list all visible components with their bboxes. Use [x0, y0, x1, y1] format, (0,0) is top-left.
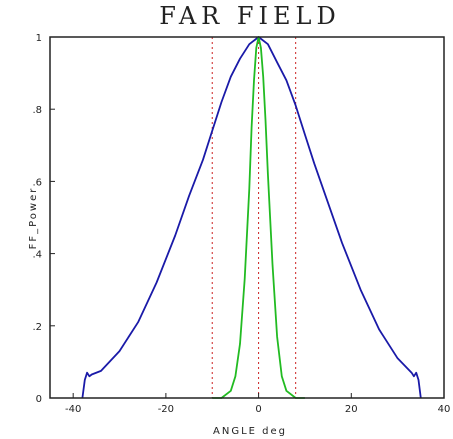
y-tick-label: 0: [36, 394, 42, 405]
chart-title: FAR FIELD: [159, 2, 341, 30]
x-tick-label: -20: [158, 404, 174, 415]
y-axis-label: FF_Power: [28, 187, 39, 250]
plot-lines: [81, 36, 422, 399]
x-tick-label: 0: [255, 404, 261, 415]
y-tick-label: 1: [36, 33, 42, 44]
x-tick-label: -40: [65, 404, 81, 415]
y-tick-label: .4: [32, 250, 42, 261]
axes: -40 -20 0 20 40 0 .2 .4 .6 .8 1: [32, 33, 450, 415]
x-tick-label: 40: [438, 404, 451, 415]
x-tick-label: 20: [345, 404, 358, 415]
plot-frame: [49, 36, 445, 399]
y-tick-label: .8: [32, 105, 42, 116]
y-tick-label: .6: [32, 177, 42, 188]
x-axis-label: ANGLE deg: [213, 426, 287, 437]
y-tick-label: .2: [32, 322, 42, 333]
series-line-1: [81, 36, 422, 399]
